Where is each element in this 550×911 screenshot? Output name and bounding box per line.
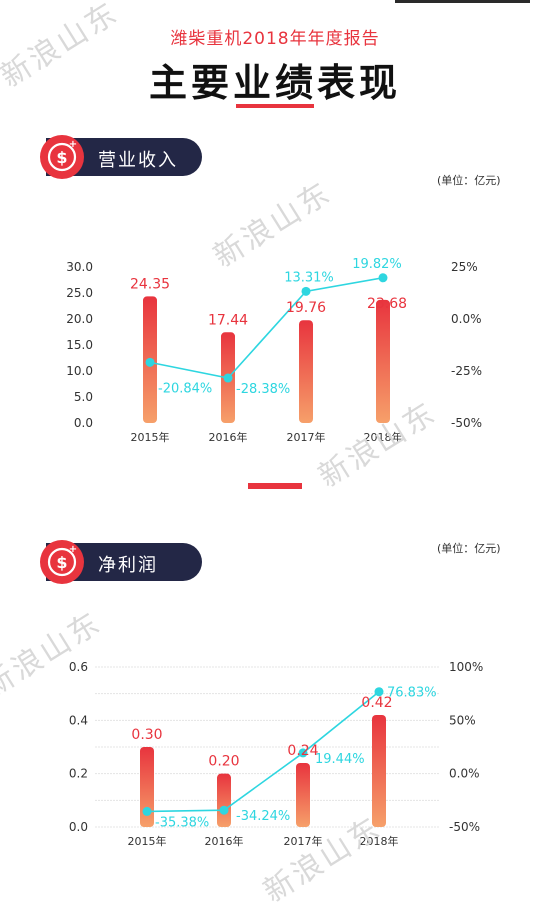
x-tick-label: 2016年	[209, 430, 248, 444]
bar	[299, 320, 313, 423]
svg-text:$: $	[56, 148, 67, 167]
y-tick-label: 0.4	[69, 713, 88, 727]
growth-point	[142, 806, 152, 816]
y-tick-label: 0.0	[74, 416, 93, 430]
page-title: 主要业绩表现	[148, 61, 401, 105]
x-tick-label: 2017年	[284, 834, 323, 848]
growth-line	[149, 276, 384, 379]
bar-value-label: 19.76	[286, 300, 326, 316]
growth-value-label: 19.82%	[352, 257, 402, 272]
bar-value-label: 17.44	[208, 312, 248, 328]
x-tick-label: 2015年	[128, 834, 167, 848]
y-tick-label: 15.0	[66, 338, 93, 352]
bar-value-label: 24.35	[130, 276, 170, 292]
growth-point	[378, 273, 388, 283]
y-tick-label: 0.0	[69, 820, 88, 834]
unit-label-revenue: (单位：亿元)	[437, 174, 501, 187]
svg-text:$: $	[56, 553, 67, 572]
y2-tick-label: 0.0%	[449, 767, 480, 781]
y-tick-label: 30.0	[66, 260, 93, 274]
dollar-coin-icon: $ +	[40, 135, 84, 179]
bar-value-label: 0.20	[208, 754, 239, 770]
x-tick-label: 2018年	[360, 834, 399, 848]
growth-line	[146, 691, 380, 813]
bar-value-label: 0.30	[131, 727, 162, 743]
growth-point	[298, 748, 308, 758]
y-tick-label: 20.0	[66, 312, 93, 326]
y-tick-label: 5.0	[74, 390, 93, 404]
y-tick-label: 10.0	[66, 364, 93, 378]
bar-value-label: 0.24	[287, 743, 318, 759]
section-label-revenue: 营业收入	[98, 150, 178, 171]
y2-tick-label: 50%	[449, 713, 476, 727]
x-tick-label: 2017年	[287, 430, 326, 444]
title-underline	[236, 104, 314, 108]
x-tick-label: 2016年	[205, 834, 244, 848]
y2-tick-label: -25%	[451, 364, 482, 378]
growth-value-label: -34.24%	[236, 809, 290, 824]
bar-value-label: 23.68	[367, 296, 407, 312]
bar	[296, 763, 310, 827]
y2-tick-label: 0.0%	[451, 312, 482, 326]
growth-value-label: 19.44%	[315, 752, 365, 767]
unit-label-profit: (单位：亿元)	[437, 542, 501, 555]
bar	[140, 747, 154, 827]
growth-point	[301, 286, 311, 296]
y-tick-label: 25.0	[66, 286, 93, 300]
y2-tick-label: 100%	[449, 660, 483, 674]
net-profit-chart: 0.0 0.2 0.4 0.6 -50% 0.0% 50% 100% 2015年 2016年 201…	[69, 660, 483, 848]
top-strip	[395, 0, 530, 3]
x-tick-label: 2015年	[131, 430, 170, 444]
growth-value-label: -28.38%	[236, 382, 290, 397]
bar	[217, 773, 231, 827]
growth-point	[374, 687, 384, 697]
growth-value-label: -20.84%	[158, 381, 212, 396]
svg-text:+: +	[69, 139, 77, 150]
section-label-profit: 净利润	[98, 555, 158, 576]
report-subtitle: 潍柴重机2018年年度报告	[170, 29, 380, 49]
growth-value-label: 13.31%	[284, 270, 334, 285]
y-tick-label: 0.6	[69, 660, 88, 674]
section-divider	[248, 483, 302, 489]
x-tick-label: 2018年	[364, 430, 403, 444]
y-tick-label: 0.2	[69, 767, 88, 781]
dollar-coin-icon: $ +	[40, 540, 84, 584]
bar	[376, 299, 390, 423]
growth-point	[219, 805, 229, 815]
top-bar	[0, 0, 550, 18]
growth-point	[145, 357, 155, 367]
y2-tick-label: -50%	[451, 416, 482, 430]
growth-value-label: 76.83%	[387, 686, 437, 701]
bar-value-label: 0.42	[361, 695, 392, 711]
svg-text:+: +	[69, 544, 77, 555]
growth-value-label: -35.38%	[155, 815, 209, 830]
growth-point	[223, 373, 233, 383]
y2-tick-label: 25%	[451, 260, 478, 274]
y2-tick-label: -50%	[449, 820, 480, 834]
bar	[372, 715, 386, 827]
revenue-chart: 0.0 5.0 10.0 15.0 20.0 25.0 30.0 -50% -25% 0.0% 25…	[66, 257, 482, 444]
